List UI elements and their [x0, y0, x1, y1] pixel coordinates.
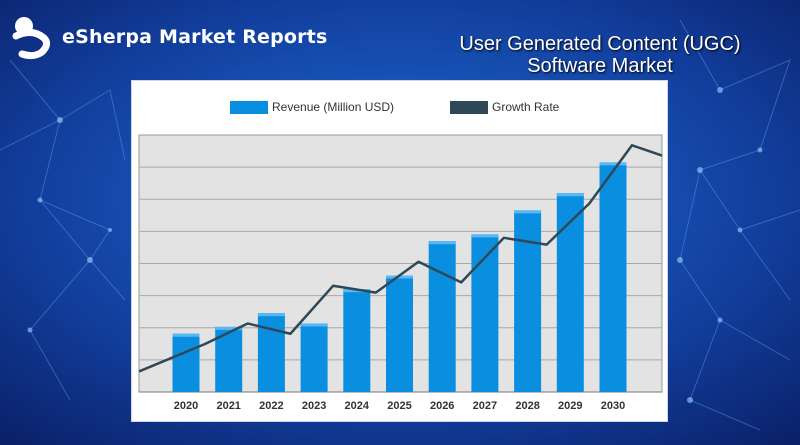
x-tick-label: 2023 [302, 400, 326, 412]
x-tick-label: 2025 [387, 400, 411, 412]
x-tick-label: 2030 [601, 400, 625, 412]
bar-top-highlight [215, 326, 243, 330]
legend-label-revenue: Revenue (Million USD) [272, 100, 395, 114]
bar-top-highlight [257, 313, 285, 317]
chart-title-line-1: User Generated Content (UGC) [459, 33, 741, 55]
chart-plot: 2020 2021 2022 2023 2024 2025 2026 2027 2028 2029… [138, 134, 663, 412]
bar-2025 [386, 275, 413, 392]
x-tick-label: 2029 [558, 400, 582, 412]
bar-top-highlight [471, 234, 499, 238]
chart-title-line-2: Software Market [527, 55, 673, 77]
esherpa-logo-icon [12, 17, 51, 60]
x-tick-label: 2021 [216, 400, 240, 412]
bar-2027 [471, 234, 499, 392]
chart-title: User Generated Content (UGC) Software Ma… [400, 33, 800, 77]
bar-2023 [300, 323, 328, 392]
bar-2029 [556, 193, 584, 392]
x-tick-label: 2028 [515, 400, 539, 412]
legend-label-growth: Growth Rate [492, 100, 560, 114]
bar-2030 [599, 162, 627, 392]
x-tick-label: 2027 [473, 400, 497, 412]
x-tick-label: 2020 [174, 400, 198, 412]
bar-top-highlight [514, 210, 542, 214]
legend-swatch-revenue [230, 100, 268, 114]
brand-logo: eSherpa Market Reports [10, 14, 328, 60]
legend-item-growth: Growth Rate [450, 100, 559, 114]
bar-top-highlight [556, 193, 584, 197]
bar-top-highlight [599, 162, 627, 166]
bar-2028 [514, 210, 542, 392]
bar-top-highlight [300, 323, 328, 327]
chart-legend: Revenue (Million USD) Growth Rate [132, 100, 667, 118]
bar-2020 [172, 333, 200, 392]
legend-swatch-growth [450, 100, 488, 114]
x-tick-label: 2022 [259, 400, 283, 412]
bar-2022 [257, 313, 285, 392]
bar-2024 [343, 289, 371, 392]
chart-panel: 2020 2021 2022 2023 2024 2025 2026 2027 2028 2029… [131, 80, 668, 422]
bar-top-highlight [172, 333, 200, 337]
bar-2026 [428, 241, 456, 392]
x-tick-label: 2024 [345, 400, 370, 412]
brand-name: eSherpa Market Reports [62, 26, 328, 48]
legend-item-revenue: Revenue (Million USD) [230, 100, 394, 114]
growth-rate-line [138, 144, 663, 373]
bar-top-highlight [428, 241, 456, 245]
x-tick-label: 2026 [430, 400, 454, 412]
